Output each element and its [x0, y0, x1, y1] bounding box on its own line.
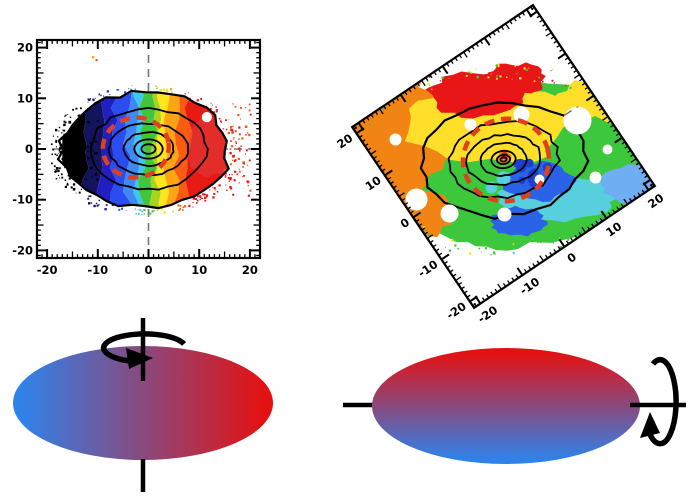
axis-tick-label: 0 [398, 215, 412, 231]
axis-tick-label: 0 [564, 250, 578, 266]
rotation-arrow-arc [646, 356, 679, 447]
speckle-layer [50, 56, 252, 216]
kinematic-region-dashed-ellipse [460, 116, 552, 204]
axis-tick-label: -10 [415, 257, 440, 280]
axis-tick-labels: -20 -10 0 10 20 20 10 0 -10 -20 [12, 41, 258, 277]
axis-tick-label: -20 [12, 243, 33, 257]
axis-tick-label: 10 [363, 173, 384, 194]
rotation-arrow-arc [100, 331, 187, 364]
disk-ellipse-red-to-blue [372, 348, 640, 464]
axis-tick-label: 20 [242, 263, 258, 277]
axis-tick-label: 10 [17, 91, 33, 105]
axis-tick-label: -10 [12, 193, 33, 207]
minor-axis-rotation-diagram [13, 318, 273, 492]
axis-tick-label: 10 [603, 219, 624, 240]
axis-tick-label: -20 [37, 263, 58, 277]
axis-tick-label: 20 [17, 41, 33, 55]
axis-tick-label: 10 [191, 263, 207, 277]
axes-frame [35, 38, 262, 260]
major-axis-rotation-diagram [343, 348, 686, 464]
axis-tick-label: 20 [334, 131, 355, 152]
isophote-contours [419, 101, 590, 220]
velocity-map-content [352, 62, 655, 256]
axis-tick-label: -20 [444, 299, 469, 322]
stray-orange-speck [92, 56, 95, 59]
axis-tick-label: 0 [25, 142, 33, 156]
masked-star-marker [201, 112, 212, 123]
rotation-arrow-head [126, 348, 153, 369]
axis-tick-label: -10 [517, 274, 542, 297]
axis-tick-label: -20 [475, 303, 500, 326]
disk-ellipse-blue-to-red [13, 346, 273, 460]
stray-orange-speck [95, 59, 98, 62]
axis-tick-label: -10 [87, 263, 108, 277]
isophote-contours [56, 89, 230, 210]
axis-tick-label: 0 [144, 263, 152, 277]
aligned-velocity-map-panel: -20 -10 0 10 20 20 10 0 -10 -20 [12, 38, 262, 277]
rotation-arrow-head [640, 412, 660, 438]
velocity-field-cells [62, 90, 229, 209]
axis-tick-label: 20 [645, 191, 666, 212]
